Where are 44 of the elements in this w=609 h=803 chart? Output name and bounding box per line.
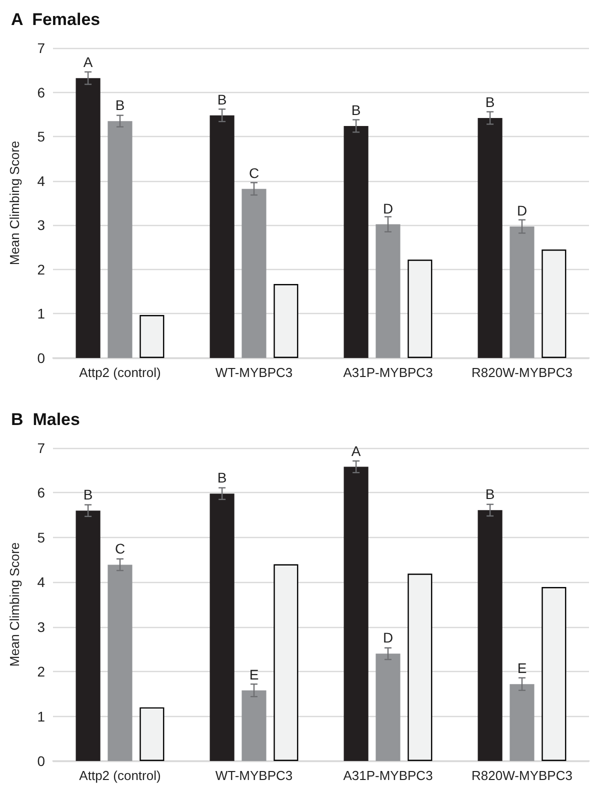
data-label: B — [217, 91, 227, 108]
y-tick-label: 6 — [37, 84, 46, 100]
y-tick-label: 2 — [37, 261, 46, 278]
data-label: B — [485, 486, 495, 502]
x-tick-label: WT-MYBPC3 — [215, 768, 293, 783]
y-tick-label: 4 — [37, 172, 46, 189]
data-label: C — [248, 164, 260, 181]
x-tick-label: A31P-MYBPC3 — [343, 768, 433, 783]
data-label: E — [249, 666, 259, 682]
data-label: B — [485, 94, 495, 110]
y-tick-label: 1 — [37, 306, 46, 322]
chart-title: B Males — [11, 410, 80, 429]
y-tick-label: 5 — [37, 529, 46, 546]
y-tick-label: 1 — [37, 708, 46, 724]
y-tick-label: 7 — [37, 40, 46, 56]
data-label: D — [382, 200, 394, 216]
x-tick-label: Attp2 (control) — [79, 768, 161, 783]
y-tick-label: 7 — [37, 440, 46, 456]
y-tick-label: 2 — [37, 664, 46, 680]
x-tick-label: R820W-MYBPC3 — [472, 365, 572, 380]
data-label: B — [83, 486, 93, 503]
chart-title: A Females — [11, 10, 100, 29]
y-tick-label: 0 — [37, 753, 46, 769]
x-tick-label: Attp2 (control) — [79, 365, 161, 380]
x-tick-label: WT-MYBPC3 — [215, 365, 293, 380]
y-tick-label: 0 — [37, 350, 46, 366]
data-label: D — [382, 630, 394, 646]
y-tick-label: 3 — [37, 618, 46, 635]
data-label: D — [516, 202, 528, 218]
data-label: B — [115, 97, 125, 114]
y-tick-label: 5 — [37, 128, 46, 145]
y-axis-title: Mean Climbing Score — [7, 140, 22, 266]
data-label: A — [83, 54, 94, 70]
data-label: B — [217, 470, 227, 486]
data-label: E — [517, 660, 527, 676]
x-tick-label: R820W-MYBPC3 — [472, 768, 572, 783]
data-label: A — [351, 442, 362, 459]
y-tick-label: 3 — [37, 217, 46, 234]
y-tick-label: 6 — [37, 484, 46, 501]
y-tick-label: 4 — [37, 574, 46, 590]
x-tick-label: A31P-MYBPC3 — [343, 365, 433, 380]
data-label: C — [114, 540, 126, 557]
y-axis-title: Mean Climbing Score — [7, 542, 22, 667]
data-label: B — [351, 102, 361, 118]
